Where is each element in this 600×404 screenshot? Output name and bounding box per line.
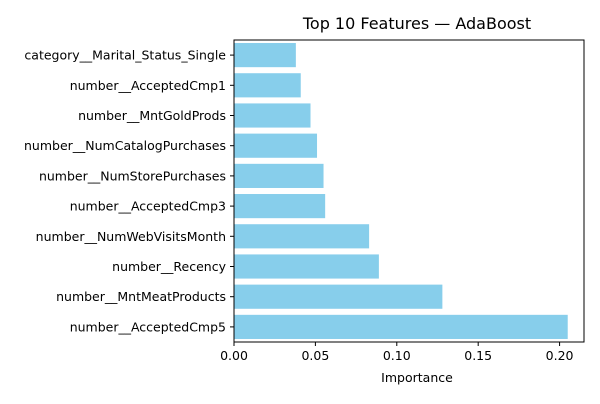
- bar-10: [234, 314, 568, 339]
- y-tick-label: number__MntMeatProducts: [56, 289, 226, 304]
- axes-layer: [233, 39, 585, 343]
- chart-title: Top 10 Features — AdaBoost: [302, 14, 531, 33]
- y-tick-label: category__Marital_Status_Single: [24, 48, 226, 63]
- bar-7: [234, 224, 370, 249]
- y-tick-labels: category__Marital_Status_Single number__A…: [24, 48, 234, 334]
- bar-3: [234, 103, 311, 128]
- y-tick-label: number__NumStorePurchases: [39, 168, 226, 183]
- bar-6: [234, 194, 326, 219]
- y-tick-label: number__NumWebVisitsMonth: [36, 229, 226, 244]
- bar-1: [234, 43, 296, 68]
- x-tick-label: 0.00: [220, 348, 248, 363]
- bar-8: [234, 254, 379, 279]
- bar-2: [234, 73, 301, 98]
- x-tick-label: 0.20: [546, 348, 574, 363]
- bar-5: [234, 163, 324, 188]
- bars-layer: [234, 43, 568, 339]
- y-tick-label: number__AcceptedCmp3: [70, 199, 226, 214]
- x-tick-label: 0.15: [464, 348, 492, 363]
- plot-frame: [233, 39, 585, 343]
- x-tick-label: 0.10: [383, 348, 411, 363]
- x-tick-label: 0.05: [301, 348, 329, 363]
- bar-4: [234, 133, 318, 158]
- y-tick-label: number__Recency: [112, 259, 226, 274]
- y-tick-label: number__MntGoldProds: [78, 108, 226, 123]
- bar-9: [234, 284, 443, 309]
- y-tick-label: number__AcceptedCmp1: [70, 78, 226, 93]
- y-tick-label: number__AcceptedCmp5: [70, 319, 226, 334]
- x-tick-labels: 0.00 0.05 0.10 0.15 0.20: [220, 342, 574, 363]
- y-tick-label: number__NumCatalogPurchases: [24, 138, 226, 153]
- x-axis-label: Importance: [381, 370, 453, 385]
